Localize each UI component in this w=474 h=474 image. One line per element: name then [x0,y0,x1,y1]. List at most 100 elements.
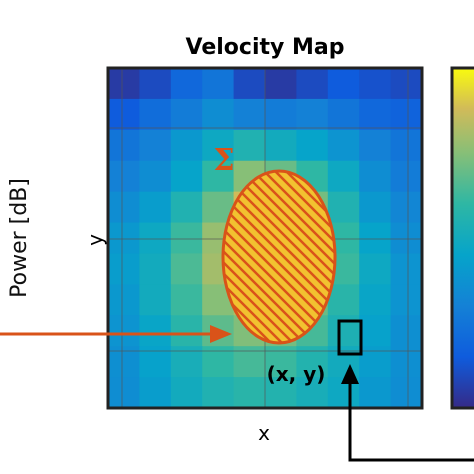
heatmap-cell [108,160,140,193]
heatmap-cell [359,68,392,100]
heatmap-cell [265,377,297,408]
heatmap-cell [359,377,392,408]
heatmap-cell [202,346,235,378]
heatmap-cell [359,191,392,224]
heatmap-cell [108,315,140,347]
colorbar-label: Power [dB] [7,178,32,298]
heatmap-cell [139,315,172,347]
heatmap-cell [390,68,422,100]
heatmap-cell [139,191,172,224]
heatmap-cell [296,68,329,100]
hatch-line [223,171,311,343]
heatmap-cell [108,253,140,285]
heatmap-cell [327,68,360,100]
heatmap-cell [139,284,172,316]
heatmap-cell [390,222,422,255]
region-arrow [0,325,232,343]
heatmap-cell [139,98,172,131]
heatmap-cell [233,98,266,131]
heatmap-cell [170,98,203,131]
heatmap-cell [139,129,172,162]
hatch-line [274,171,335,343]
heatmap-cell [265,346,297,378]
heatmap-cell [139,377,172,408]
hatch-line [241,171,335,343]
y-axis-label: y [83,234,107,246]
hatch-line [223,171,335,343]
heatmap-cell [265,98,297,131]
heatmap-cell [139,222,172,255]
heatmap-cell [108,129,140,162]
heatmap-cell [170,377,203,408]
heatmap-cell [108,284,140,316]
heatmap-cell [327,284,360,316]
hatch-line [223,171,335,343]
heatmap-cell [359,284,392,316]
heatmap-cell [233,68,266,100]
pixel-arrow [341,364,474,462]
heatmap-cell [390,129,422,162]
heatmap-cell [139,68,172,100]
heatmap-cell [296,129,329,162]
heatmap-cell [327,98,360,131]
heatmap-cell [170,68,203,100]
heatmap-cell [170,222,203,255]
hatch-line [223,171,335,343]
heatmap-cell [202,129,235,162]
heatmap-cell [327,160,360,193]
heatmap-cell [390,346,422,378]
colorbar-gradient [450,66,474,410]
heatmap-cell [108,222,140,255]
heatmap-cell [233,377,266,408]
heatmap-cell [233,129,266,162]
heatmap-cell [359,222,392,255]
region-outline [221,169,337,345]
heatmap-cell [265,129,297,162]
heatmap-cell [390,191,422,224]
grid-lines [108,68,422,408]
chart-title: Velocity Map [186,35,345,60]
heatmap-cell [108,98,140,131]
point-label: (x, y) [267,362,326,386]
heatmap-cell [327,129,360,162]
hatch-line [223,171,322,343]
heatmap-cell [359,98,392,131]
heatmap-cell [170,253,203,285]
region-arrow-head [210,325,232,343]
heatmap-cell [390,98,422,131]
heatmap-cell [170,129,203,162]
heatmap-cell [170,315,203,347]
heatmap-cell [202,377,235,408]
heatmap-cell [390,315,422,347]
heatmap-cell [390,253,422,285]
heatmap-cell [108,68,140,100]
heatmap-cell [390,377,422,408]
heatmap-cell [139,346,172,378]
heatmap-cell [296,98,329,131]
hatch-line [223,171,335,343]
heatmap-cell [390,160,422,193]
heatmap-cell [108,191,140,224]
heatmap-cell [170,284,203,316]
heatmap-cell [108,346,140,378]
heatmap-cell [139,160,172,193]
heatmap-cell [170,191,203,224]
x-axis-label: x [258,421,270,445]
heatmap-cell [359,315,392,347]
region-label: Σ [213,143,234,178]
heatmap-cell [233,346,266,378]
colorbar [450,66,474,410]
heatmap-cell [327,191,360,224]
hatch-line [263,171,335,343]
pixel-arrow-head [341,364,359,384]
heatmap-cell [327,346,360,378]
heatmap-cell [108,377,140,408]
heatmap-cell [359,253,392,285]
pixel-arrow-shaft [348,382,474,462]
heatmap-cell [202,68,235,100]
hatch-line [223,171,333,343]
heatmap-cell [390,284,422,316]
hatch-line [252,171,335,343]
heatmap-cell [359,346,392,378]
